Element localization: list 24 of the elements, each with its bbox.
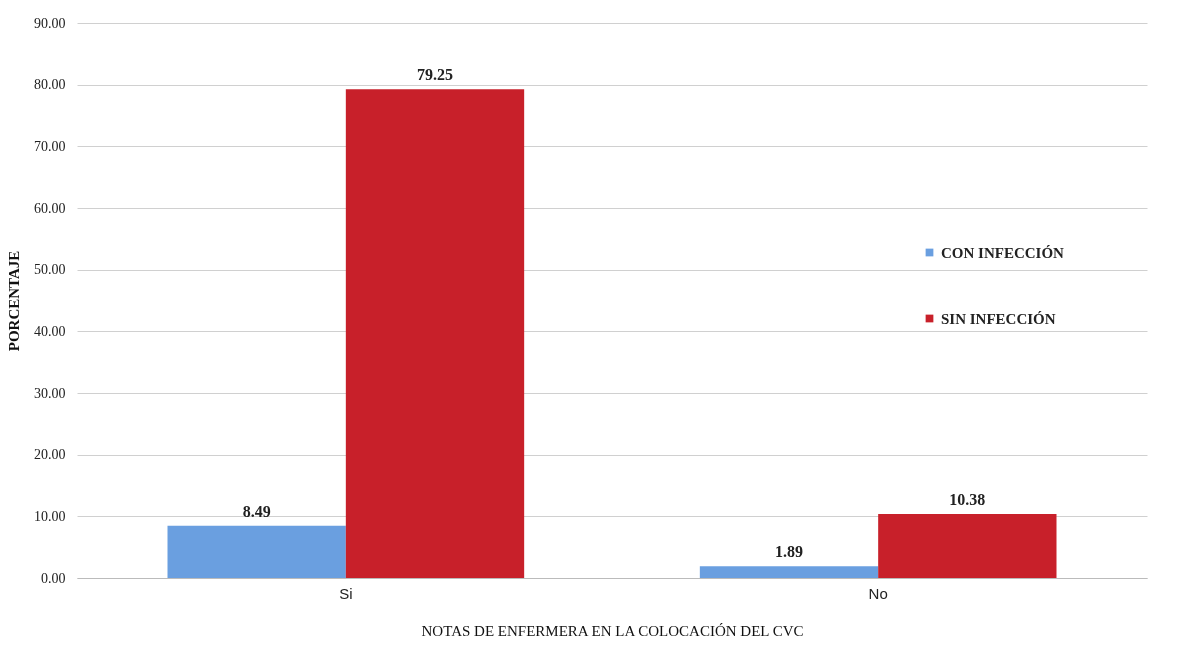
y-tick-label: 10.00	[34, 508, 66, 524]
data-label: 8.49	[242, 502, 271, 520]
data-label: 10.38	[949, 490, 986, 508]
data-label: 1.89	[775, 543, 803, 561]
y-axis-title: PORCENTAJE	[6, 250, 22, 352]
y-tick-label: 40.00	[34, 323, 66, 339]
legend-label: CON INFECCIÓN	[941, 244, 1065, 261]
y-tick-label: 50.00	[34, 262, 66, 278]
y-tick-label: 60.00	[34, 200, 66, 216]
y-tick-label: 80.00	[34, 77, 66, 93]
y-tick-label: 70.00	[34, 138, 66, 154]
y-tick-label: 90.00	[34, 15, 66, 31]
y-tick-label: 20.00	[34, 447, 66, 463]
legend-label: SIN INFECCIÓN	[941, 310, 1056, 327]
bar	[699, 566, 879, 578]
x-axis-title: NOTAS DE ENFERMERA EN LA COLOCACIÓN DEL CVC	[421, 622, 804, 639]
y-tick-label: 30.00	[34, 385, 66, 401]
data-label: 79.25	[417, 66, 453, 84]
x-tick-label: No	[868, 584, 888, 602]
y-tick-label: 0.00	[41, 570, 66, 586]
x-tick-label: Si	[339, 584, 353, 602]
bar	[167, 525, 346, 578]
bar	[345, 89, 525, 578]
bar	[878, 513, 1057, 578]
